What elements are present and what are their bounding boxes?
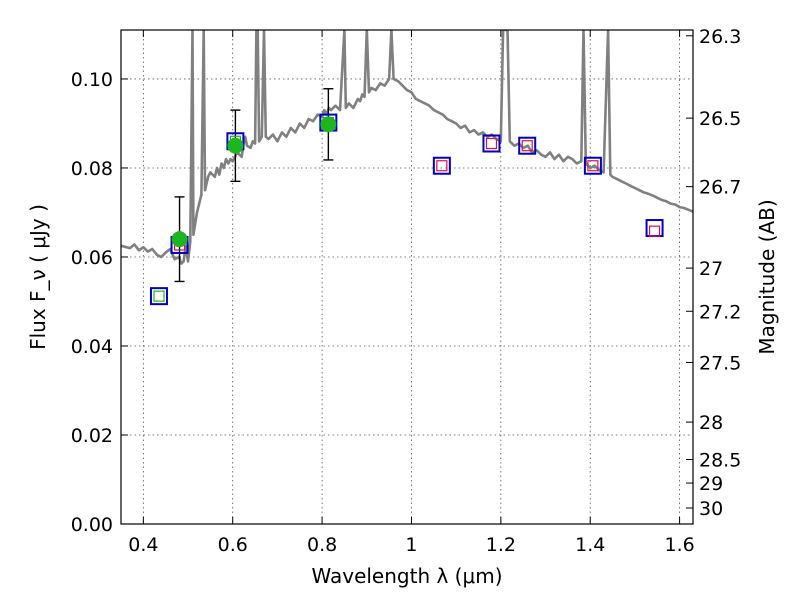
y-tick-label: 0.00 bbox=[71, 514, 113, 536]
y-tick-label: 0.06 bbox=[71, 247, 113, 269]
axis-ticks: 0.4 0.6 0.8 1 1.2 1.4 1.6 0.00 0.02 0.04 0.06 0.08 0… bbox=[71, 26, 742, 556]
right-tick-label: 28.5 bbox=[699, 449, 741, 471]
inner-square bbox=[521, 140, 533, 152]
observed-point bbox=[171, 231, 188, 248]
right-tick-label: 27.2 bbox=[699, 301, 741, 323]
inner-square bbox=[153, 290, 165, 302]
right-tick-label: 29 bbox=[699, 473, 723, 495]
model-spectrum bbox=[121, 30, 693, 265]
right-tick-label: 26.3 bbox=[699, 26, 741, 48]
right-tick-label: 28 bbox=[699, 412, 723, 434]
right-tick-label: 26.7 bbox=[699, 177, 741, 199]
data-points bbox=[149, 88, 664, 306]
right-tick-label: 27.5 bbox=[699, 352, 741, 374]
x-tick-label: 0.6 bbox=[218, 534, 248, 556]
inner-square bbox=[587, 160, 599, 172]
plot-frame bbox=[120, 29, 694, 525]
inner-square bbox=[436, 160, 448, 172]
y-axis-label: Flux F_ν ( μJy ) bbox=[26, 204, 50, 350]
right-tick-label: 26.5 bbox=[699, 108, 741, 130]
grid-lines bbox=[121, 30, 693, 524]
right-tick-label: 30 bbox=[699, 498, 723, 520]
model-square bbox=[149, 287, 168, 306]
model-square bbox=[432, 156, 451, 175]
inner-square bbox=[485, 137, 498, 150]
x-tick-label: 0.8 bbox=[307, 534, 337, 556]
x-tick-label: 0.4 bbox=[128, 534, 158, 556]
model-square bbox=[482, 134, 501, 153]
y-tick-label: 0.04 bbox=[71, 336, 113, 358]
x-tick-label: 1.4 bbox=[575, 534, 605, 556]
inner-square bbox=[648, 225, 661, 237]
y-tick-label: 0.08 bbox=[71, 158, 113, 180]
x-tick-label: 1.2 bbox=[486, 534, 516, 556]
observed-point bbox=[227, 137, 244, 154]
model-square bbox=[518, 136, 537, 155]
model-square bbox=[583, 156, 602, 175]
x-axis-label: Wavelength λ (μm) bbox=[311, 564, 502, 588]
right-axis-label: Magnitude (AB) bbox=[755, 199, 779, 354]
y-tick-label: 0.10 bbox=[71, 69, 113, 91]
x-tick-label: 1.6 bbox=[664, 534, 694, 556]
y-tick-label: 0.02 bbox=[71, 425, 113, 447]
right-tick-label: 27 bbox=[699, 258, 723, 280]
spectrum-line bbox=[121, 30, 693, 265]
x-tick-label: 1 bbox=[405, 534, 417, 556]
observed-point bbox=[320, 116, 337, 133]
